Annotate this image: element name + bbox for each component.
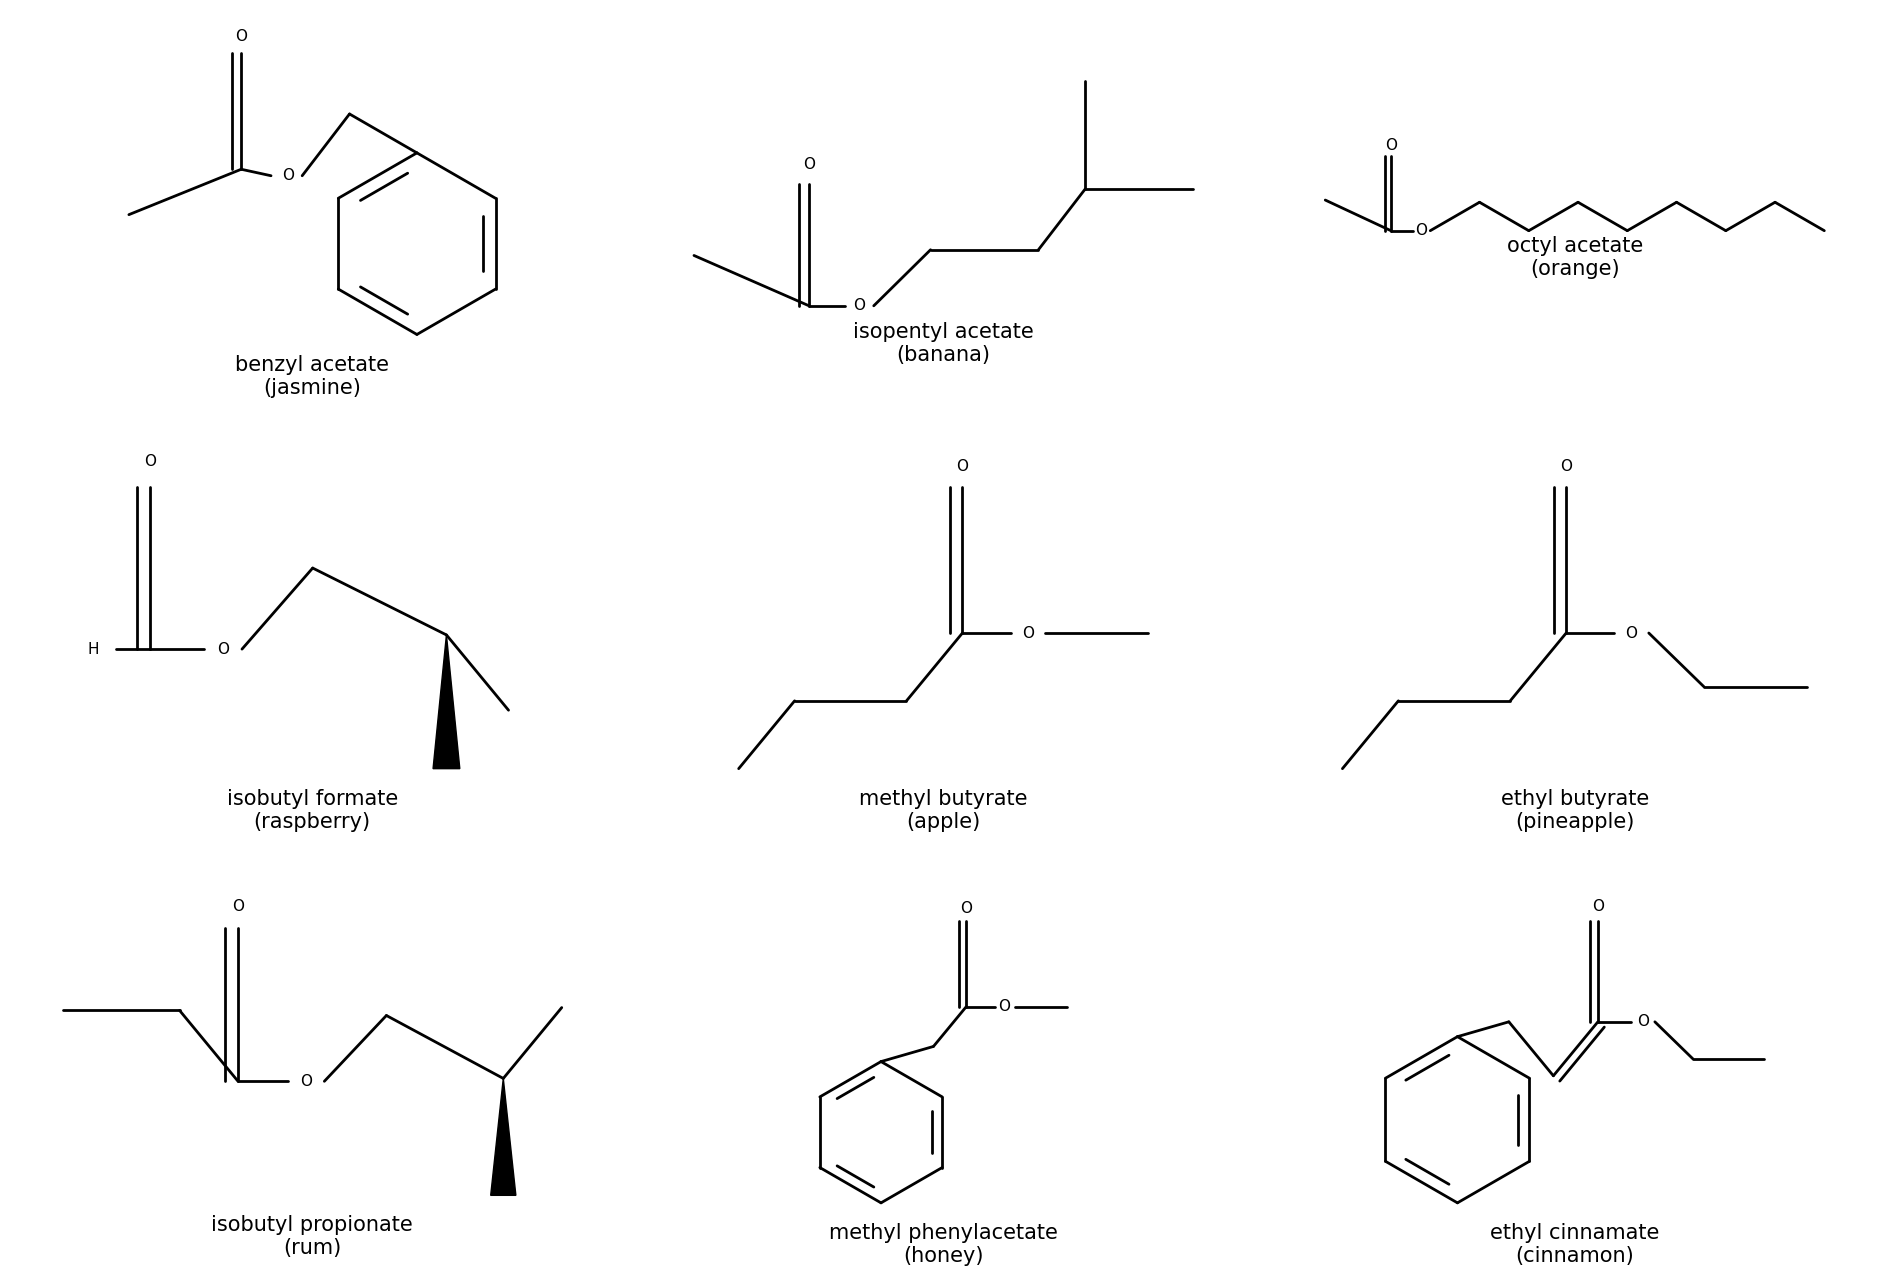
Text: O: O	[300, 1073, 313, 1089]
Text: O: O	[853, 298, 866, 314]
Text: O: O	[236, 29, 247, 45]
Text: O: O	[960, 902, 972, 916]
Text: ethyl cinnamate
(cinnamon): ethyl cinnamate (cinnamon)	[1491, 1223, 1659, 1267]
Text: isobutyl formate
(raspberry): isobutyl formate (raspberry)	[226, 789, 398, 833]
Text: O: O	[1561, 459, 1572, 474]
Text: O: O	[232, 899, 243, 915]
Text: O: O	[281, 168, 294, 183]
Text: octyl acetate
(orange): octyl acetate (orange)	[1506, 236, 1644, 279]
Text: O: O	[998, 999, 1011, 1015]
Text: methyl butyrate
(apple): methyl butyrate (apple)	[859, 789, 1028, 833]
Text: O: O	[1638, 1015, 1649, 1030]
Text: O: O	[1625, 625, 1638, 640]
Text: O: O	[804, 158, 815, 173]
Text: isopentyl acetate
(banana): isopentyl acetate (banana)	[853, 322, 1034, 365]
Text: O: O	[217, 642, 228, 657]
Text: O: O	[957, 459, 968, 474]
Text: O: O	[1415, 223, 1428, 238]
Text: H: H	[87, 642, 98, 657]
Text: isobutyl propionate
(rum): isobutyl propionate (rum)	[211, 1214, 413, 1258]
Text: O: O	[143, 455, 157, 469]
Text: ethyl butyrate
(pineapple): ethyl butyrate (pineapple)	[1500, 789, 1649, 833]
Text: O: O	[1385, 138, 1396, 154]
Polygon shape	[491, 1079, 515, 1195]
Text: methyl phenylacetate
(honey): methyl phenylacetate (honey)	[828, 1223, 1059, 1267]
Text: benzyl acetate
(jasmine): benzyl acetate (jasmine)	[236, 355, 389, 398]
Polygon shape	[432, 635, 460, 769]
Text: O: O	[1593, 899, 1604, 915]
Text: O: O	[1023, 625, 1034, 640]
